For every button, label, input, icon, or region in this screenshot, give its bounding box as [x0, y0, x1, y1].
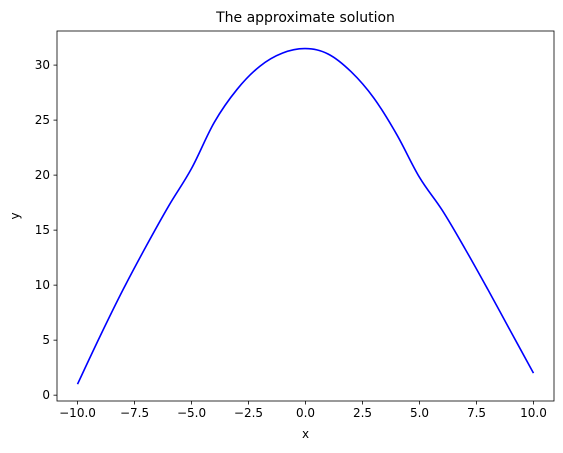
y-tick-label: 5	[42, 333, 50, 347]
series-layer	[76, 47, 535, 385]
y-tick-label: 20	[35, 168, 50, 182]
y-tick-label: 25	[35, 113, 50, 127]
x-axis-label: x	[302, 427, 309, 441]
y-axis-label: y	[8, 212, 22, 219]
x-tick-label: −7.5	[120, 406, 149, 420]
series-line	[76, 47, 535, 385]
x-tick-label: −10.0	[59, 406, 96, 420]
chart-title: The approximate solution	[215, 10, 395, 26]
plot-area	[57, 31, 554, 401]
x-tick-label: −5.0	[177, 406, 206, 420]
x-tick-label: 0.0	[296, 406, 315, 420]
y-axis-ticks: 0 5 10 15 20 25 30	[35, 58, 57, 402]
y-tick-label: 0	[42, 388, 50, 402]
x-tick-label: 7.5	[467, 406, 486, 420]
y-tick-label: 10	[35, 278, 50, 292]
y-tick-label: 30	[35, 58, 50, 72]
x-tick-label: 10.0	[520, 406, 547, 420]
x-tick-label: −2.5	[234, 406, 263, 420]
x-axis-ticks: −10.0 −7.5 −5.0 −2.5 0.0 2.5 5.0 7.5 10.0	[59, 401, 547, 420]
x-tick-label: 2.5	[353, 406, 372, 420]
x-tick-label: 5.0	[410, 406, 429, 420]
y-tick-label: 15	[35, 223, 50, 237]
